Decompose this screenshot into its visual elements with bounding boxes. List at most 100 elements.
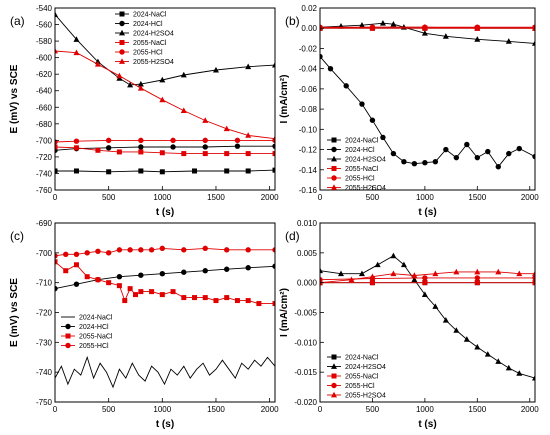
- data-point: [348, 276, 355, 283]
- y-tick-label: -720: [36, 153, 53, 162]
- data-point: [202, 144, 208, 150]
- legend-marker: [331, 391, 337, 398]
- series-line: [320, 56, 535, 168]
- data-point: [105, 145, 112, 151]
- y-tick-label: -0.12: [299, 146, 318, 155]
- y-tick-label: -640: [36, 87, 53, 96]
- y-tick-label: 0.00: [301, 24, 317, 33]
- data-point: [73, 262, 79, 268]
- legend-entry: 2055-H2SO4: [133, 59, 174, 66]
- x-tick-label: 2000: [521, 405, 539, 414]
- data-point: [532, 40, 535, 46]
- series-line: [320, 22, 535, 44]
- data-point: [442, 33, 449, 39]
- data-point: [327, 65, 334, 72]
- panel-2: 0 500 1000 1500 2000 0.02 0.00 -0.02 -0.04 -0.06 -…: [279, 4, 539, 218]
- legend: 2024-NaCl 2024-HCl 2024-H2SO4 2055-NaCl 2055…: [115, 11, 174, 66]
- data-point: [224, 295, 230, 301]
- data-point: [73, 251, 80, 258]
- data-point: [159, 245, 166, 252]
- data-point: [369, 273, 376, 280]
- data-point: [245, 168, 251, 174]
- legend-entry: 2055-HCl: [79, 343, 109, 350]
- data-point: [245, 298, 251, 304]
- y-axis-label: I (mA/cm²): [279, 288, 290, 337]
- data-point: [505, 38, 512, 44]
- y-tick-label: -750: [36, 398, 53, 407]
- data-point: [272, 301, 275, 307]
- data-point: [453, 268, 460, 275]
- data-point: [532, 280, 535, 286]
- data-point: [224, 168, 230, 174]
- series-line: [55, 139, 275, 143]
- data-point: [358, 21, 365, 28]
- data-point: [116, 283, 122, 289]
- data-point: [55, 259, 58, 265]
- y-tick-label: -0.005: [294, 309, 317, 318]
- y-tick-label: -0.04: [299, 65, 318, 74]
- data-point: [159, 150, 165, 156]
- data-point: [181, 295, 187, 301]
- data-point: [202, 137, 208, 144]
- data-point: [421, 291, 428, 297]
- y-tick-label: -660: [36, 103, 53, 112]
- data-point: [272, 151, 275, 157]
- data-point: [505, 364, 512, 371]
- y-tick-label: -710: [36, 279, 53, 288]
- data-point: [202, 151, 208, 157]
- data-point: [401, 158, 407, 165]
- data-point: [84, 274, 90, 280]
- data-point: [320, 53, 323, 60]
- legend-marker: [119, 29, 125, 36]
- data-point: [137, 85, 144, 91]
- data-point: [202, 245, 208, 252]
- x-tick-label: 500: [366, 193, 380, 202]
- y-tick-label: -740: [36, 169, 53, 178]
- legend-marker: [331, 166, 337, 171]
- legend-marker: [119, 11, 125, 17]
- data-point: [138, 149, 144, 155]
- data-point: [390, 150, 397, 157]
- data-point: [485, 148, 491, 155]
- legend-entry: 2055-NaCl: [133, 40, 167, 47]
- data-point: [516, 145, 522, 152]
- data-point: [122, 298, 128, 304]
- x-axis-label: t (s): [156, 207, 174, 218]
- legend-marker: [331, 137, 337, 143]
- data-point: [127, 286, 133, 292]
- data-point: [149, 289, 155, 295]
- x-axis-label: t (s): [418, 207, 436, 218]
- data-point: [138, 168, 144, 174]
- legend-entry: 2055-NaCl: [79, 334, 113, 341]
- data-point: [495, 164, 501, 170]
- data-point: [443, 146, 449, 153]
- x-tick-label: 1000: [153, 193, 171, 202]
- y-tick-label: -0.02: [299, 44, 318, 53]
- data-point: [180, 71, 187, 78]
- series-group: [55, 245, 275, 389]
- legend-marker: [65, 342, 71, 349]
- data-point: [170, 144, 176, 150]
- data-point: [411, 272, 418, 278]
- data-point: [116, 72, 123, 79]
- legend-entry: 2024-H2SO4: [345, 364, 386, 371]
- data-point: [272, 143, 275, 149]
- y-tick-label: -700: [36, 136, 53, 145]
- legend-marker: [119, 40, 125, 45]
- data-point: [55, 11, 58, 18]
- series-group: [320, 252, 535, 381]
- data-point: [359, 101, 365, 107]
- data-point: [495, 358, 502, 364]
- data-point: [234, 137, 241, 144]
- y-axis-label: E (mV) vs SCE: [9, 64, 20, 133]
- plot-frame: [319, 7, 536, 191]
- data-point: [170, 137, 176, 144]
- data-point: [159, 292, 165, 298]
- data-point: [474, 275, 481, 281]
- data-point: [474, 268, 481, 275]
- data-point: [516, 370, 523, 376]
- y-tick-label: -0.14: [299, 166, 318, 175]
- x-tick-label: 0: [53, 193, 58, 202]
- data-point: [138, 289, 144, 295]
- data-point: [127, 247, 133, 253]
